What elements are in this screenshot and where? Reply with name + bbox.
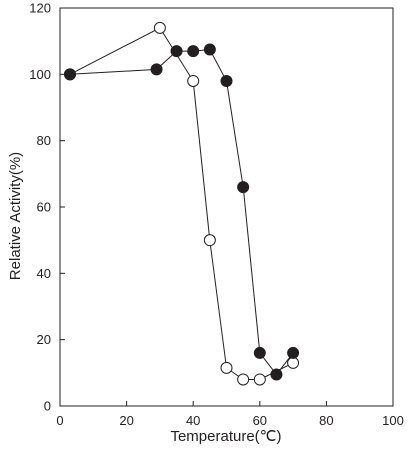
- open-circle-point: [287, 356, 300, 369]
- x-tick-label: 80: [319, 413, 333, 428]
- filled-circle-point: [170, 45, 183, 58]
- filled-circle-point: [150, 63, 163, 76]
- axis-ticks: 0 20 40 60 80 100 0 20 40 60 80 100 120: [29, 1, 404, 429]
- filled-circle-point: [253, 346, 266, 359]
- x-tick-label: 40: [186, 413, 200, 428]
- open-circle-point: [153, 21, 166, 34]
- y-tick-label: 20: [37, 332, 51, 347]
- filled-circle-point: [270, 368, 283, 381]
- x-axis-title: Temperature(℃): [170, 428, 281, 445]
- filled-circle-point: [287, 346, 300, 359]
- filled-circle-point: [237, 181, 250, 194]
- filled-circle-point: [203, 43, 216, 56]
- open-circle-point: [237, 373, 250, 386]
- filled-circle-series-line: [69, 48, 294, 376]
- open-circle-point: [187, 74, 200, 87]
- x-tick-label: 0: [56, 413, 63, 428]
- y-tick-label: 100: [29, 67, 51, 82]
- y-tick-label: 0: [44, 399, 51, 414]
- open-circle-point: [253, 373, 266, 386]
- filled-circle-point: [220, 74, 233, 87]
- filled-circle-point: [63, 68, 76, 81]
- x-tick-label: 20: [119, 413, 133, 428]
- y-tick-label: 120: [29, 1, 51, 16]
- open-circle-series: [63, 21, 300, 386]
- y-tick-label: 40: [37, 266, 51, 281]
- open-circle-point: [203, 234, 216, 247]
- data-series: [63, 21, 300, 386]
- open-circle-series-line: [69, 27, 294, 380]
- filled-circle-point: [187, 45, 200, 58]
- open-circle-point: [220, 361, 233, 374]
- filled-circle-series: [63, 43, 300, 381]
- y-tick-label: 80: [37, 133, 51, 148]
- plot-frame: [59, 7, 394, 407]
- x-tick-label: 100: [382, 413, 404, 428]
- y-axis-title: Relative Activity(%): [7, 152, 24, 280]
- x-tick-label: 60: [253, 413, 267, 428]
- y-tick-label: 60: [37, 200, 51, 215]
